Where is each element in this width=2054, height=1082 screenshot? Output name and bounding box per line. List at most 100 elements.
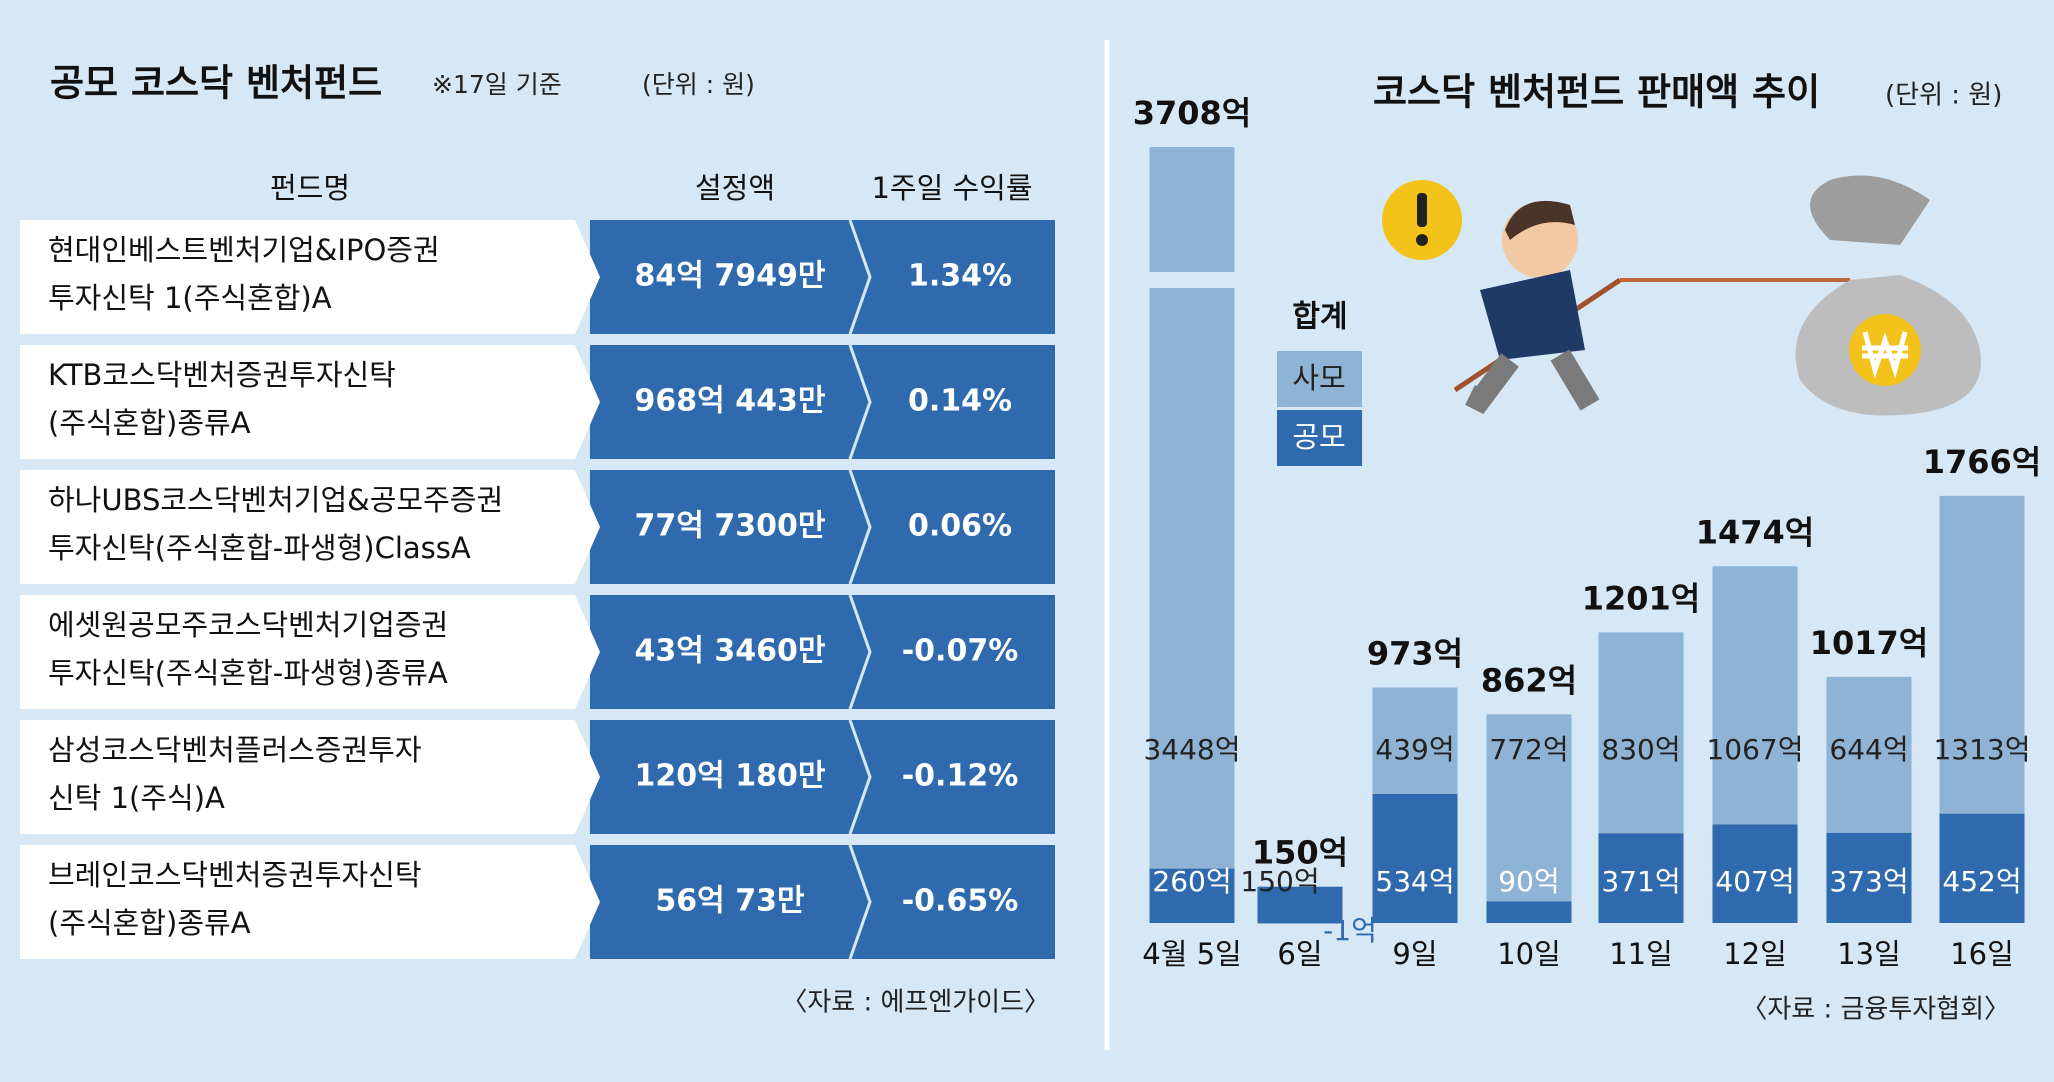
total-label: 3708억 bbox=[1133, 94, 1252, 132]
bar-segment bbox=[1826, 676, 1912, 833]
table-note: ※17일 기준 bbox=[432, 70, 562, 99]
bar-segment bbox=[1372, 793, 1458, 923]
fund-amount: 968억 443만 bbox=[635, 384, 826, 419]
legend-swatch bbox=[1277, 410, 1362, 466]
x-tick-label: 4월 5일 bbox=[1142, 937, 1241, 971]
separator bbox=[848, 844, 872, 960]
segment-label: 439억 bbox=[1375, 733, 1454, 766]
value-cell bbox=[590, 845, 1055, 959]
name-cell bbox=[20, 720, 600, 834]
column-header: 펀드명 bbox=[270, 171, 350, 205]
name-cell bbox=[20, 345, 600, 459]
value-cell bbox=[590, 595, 1055, 709]
fund-name: KTB코스닥벤처증권투자신탁 bbox=[48, 358, 396, 392]
total-label: 973억 bbox=[1367, 635, 1463, 673]
total-label: 1017억 bbox=[1810, 624, 1929, 662]
table-unit: (단위 : 원) bbox=[642, 70, 755, 99]
fund-return: 0.06% bbox=[908, 509, 1012, 544]
fund-return: -0.07% bbox=[902, 634, 1019, 669]
fund-name: 투자신탁 1(주식혼합)A bbox=[48, 281, 332, 315]
chart-source: 〈자료 : 금융투자협회〉 bbox=[1741, 995, 2010, 1025]
legend-label: 사모 bbox=[1292, 361, 1345, 395]
table-title: 공모 코스닥 벤처펀드 bbox=[50, 62, 382, 105]
segment-label: 260억 bbox=[1152, 865, 1231, 898]
bar-segment bbox=[1598, 833, 1684, 923]
x-tick-label: 12일 bbox=[1723, 937, 1787, 971]
fund-return: -0.12% bbox=[902, 759, 1019, 794]
value-cell bbox=[590, 720, 1055, 834]
bar-segment bbox=[1486, 714, 1572, 902]
chart-unit: (단위 : 원) bbox=[1885, 81, 2002, 111]
separator bbox=[848, 594, 872, 710]
fund-name: 현대인베스트벤처기업&IPO증권 bbox=[48, 233, 440, 267]
segment-label: 644억 bbox=[1829, 733, 1908, 766]
name-cell bbox=[20, 595, 600, 709]
bar-segment bbox=[1257, 923, 1343, 924]
x-tick-label: 9일 bbox=[1392, 937, 1437, 971]
table-source: 〈자료 : 에프엔가이드〉 bbox=[781, 988, 1050, 1018]
bar-segment bbox=[1486, 901, 1572, 923]
segment-label: 373억 bbox=[1829, 865, 1908, 898]
fund-amount: 84억 7949만 bbox=[635, 259, 826, 294]
total-label: 150억 bbox=[1252, 834, 1348, 872]
fund-name: 브레인코스닥벤처증권투자신탁 bbox=[48, 858, 422, 892]
value-cell bbox=[590, 345, 1055, 459]
x-tick-label: 16일 bbox=[1950, 937, 2014, 971]
segment-label: -1억 bbox=[1323, 914, 1377, 947]
bar-segment bbox=[1149, 868, 1235, 923]
segment-label: 452억 bbox=[1942, 865, 2021, 898]
segment-label: 407억 bbox=[1715, 865, 1794, 898]
bar-segment bbox=[1939, 495, 2025, 814]
column-header: 1주일 수익률 bbox=[871, 171, 1032, 205]
bar-segment bbox=[1712, 566, 1798, 825]
x-tick-label: 10일 bbox=[1497, 937, 1561, 971]
bar-segment bbox=[1939, 813, 2025, 923]
fund-amount: 77억 7300만 bbox=[635, 509, 826, 544]
column-header: 설정액 bbox=[695, 171, 775, 205]
total-label: 1201억 bbox=[1582, 579, 1701, 617]
name-cell bbox=[20, 845, 600, 959]
fund-amount: 43억 3460만 bbox=[635, 634, 826, 669]
segment-label: 371억 bbox=[1601, 865, 1680, 898]
fund-return: 1.34% bbox=[908, 259, 1012, 294]
fund-name: 투자신탁(주식혼합-파생형)종류A bbox=[48, 656, 448, 690]
bar-segment bbox=[1598, 632, 1684, 834]
segment-label: 830억 bbox=[1601, 733, 1680, 766]
bar-segment bbox=[1826, 832, 1912, 923]
fund-name: 신탁 1(주식)A bbox=[48, 781, 225, 815]
name-cell bbox=[20, 470, 600, 584]
total-label: 1474억 bbox=[1696, 513, 1815, 551]
fund-amount: 120억 180만 bbox=[635, 759, 826, 794]
legend-label: 공모 bbox=[1292, 420, 1345, 454]
fund-name: 투자신탁(주식혼합-파생형)ClassA bbox=[48, 531, 471, 565]
legend-title: 합계 bbox=[1292, 300, 1347, 335]
fund-return: 0.14% bbox=[908, 384, 1012, 419]
separator bbox=[848, 219, 872, 335]
segment-label: 150억 bbox=[1240, 865, 1319, 898]
fund-name: (주식혼합)종류A bbox=[48, 406, 251, 440]
fund-name: 하나UBS코스닥벤처기업&공모주증권 bbox=[48, 483, 503, 517]
bar-segment bbox=[1149, 147, 1235, 869]
separator bbox=[848, 469, 872, 585]
legend-swatch bbox=[1277, 351, 1362, 407]
fund-return: -0.65% bbox=[902, 884, 1019, 919]
segment-label: 1067억 bbox=[1706, 733, 1803, 766]
segment-label: 772억 bbox=[1489, 733, 1568, 766]
fund-name: (주식혼합)종류A bbox=[48, 906, 251, 940]
total-label: 862억 bbox=[1481, 661, 1577, 699]
fund-amount: 56억 73만 bbox=[655, 884, 805, 919]
segment-label: 1313억 bbox=[1933, 733, 2030, 766]
name-cell bbox=[20, 220, 600, 334]
segment-label: 90억 bbox=[1498, 865, 1559, 898]
bar-segment bbox=[1257, 886, 1343, 923]
chart-title: 코스닥 벤처펀드 판매액 추이 bbox=[1373, 71, 1820, 114]
x-tick-label: 13일 bbox=[1837, 937, 1901, 971]
total-label: 1766억 bbox=[1923, 443, 2042, 481]
bar-break bbox=[1147, 272, 1237, 288]
segment-label: 534억 bbox=[1375, 865, 1454, 898]
fund-name: 에셋원공모주코스닥벤처기업증권 bbox=[48, 608, 448, 642]
separator bbox=[848, 344, 872, 460]
segment-label: 3448억 bbox=[1143, 733, 1240, 766]
